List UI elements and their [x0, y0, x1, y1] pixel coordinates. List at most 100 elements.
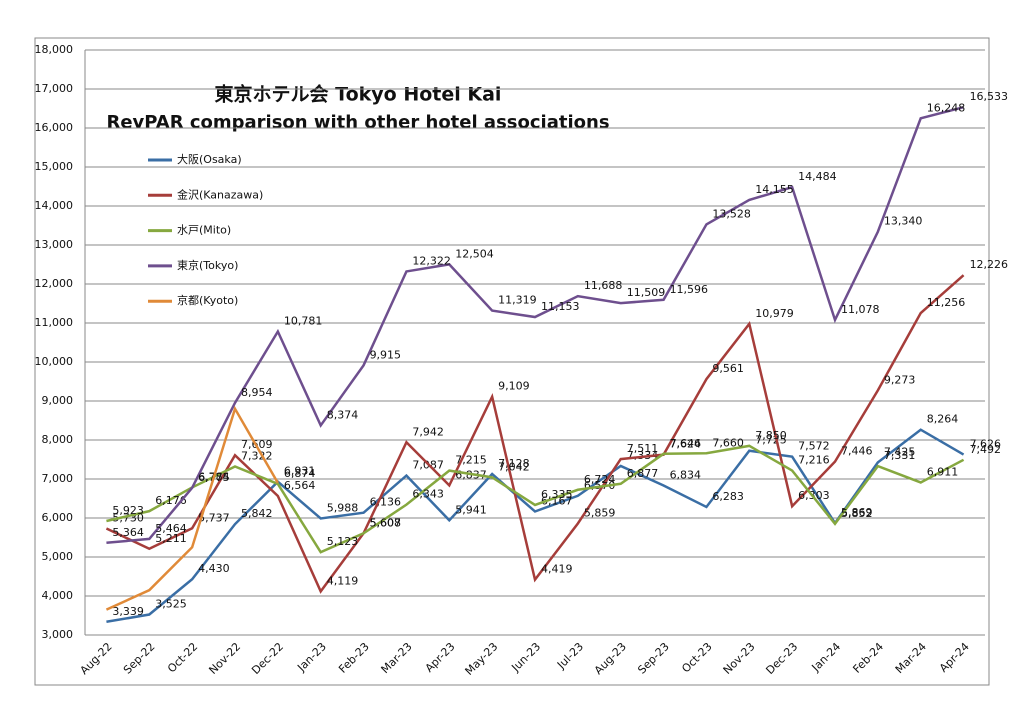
data-label: 9,109: [498, 380, 529, 393]
series-line: [106, 106, 964, 545]
data-label: 9,915: [370, 348, 402, 361]
chart-title: 東京ホテル会 Tokyo Hotel Kai: [215, 83, 502, 106]
data-label: 3,339: [112, 605, 144, 618]
data-label: 5,737: [198, 511, 230, 524]
data-label: 5,364: [112, 526, 144, 539]
data-label: 5,852: [841, 507, 873, 520]
data-label: 14,484: [798, 170, 837, 183]
x-tick-label: Sep-22: [121, 640, 158, 677]
y-tick-label: 18,000: [35, 43, 74, 56]
data-label: 5,988: [327, 501, 359, 514]
data-label: 5,607: [370, 516, 402, 529]
x-tick-label: Aug-22: [78, 640, 115, 677]
data-label: 7,492: [970, 443, 1002, 456]
y-tick-label: 16,000: [35, 121, 74, 134]
y-tick-label: 15,000: [35, 160, 74, 173]
legend-label: 京都(Kyoto): [177, 293, 238, 307]
data-label: 6,834: [670, 468, 702, 481]
y-tick-label: 11,000: [35, 316, 74, 329]
data-label: 7,572: [798, 440, 830, 453]
data-label: 10,781: [284, 315, 323, 328]
data-label: 4,419: [541, 563, 573, 576]
data-label: 7,646: [670, 437, 702, 450]
y-tick-label: 7,000: [42, 472, 74, 485]
data-label: 6,724: [584, 473, 616, 486]
data-label: 6,167: [541, 494, 573, 507]
series-line: [106, 444, 965, 554]
x-tick-label: Apr-23: [423, 640, 458, 675]
y-tick-label: 3,000: [42, 628, 74, 641]
data-label: 5,211: [155, 532, 187, 545]
data-label: 4,119: [327, 574, 359, 587]
x-tick-label: Apr-24: [937, 640, 972, 675]
data-label: 7,446: [841, 445, 873, 458]
y-tick-label: 14,000: [35, 199, 74, 212]
data-label: 5,859: [584, 506, 616, 519]
data-label: 8,374: [327, 408, 359, 421]
x-tick-label: Nov-22: [206, 640, 243, 677]
y-tick-label: 8,000: [42, 433, 74, 446]
data-label: 6,343: [412, 488, 444, 501]
legend-label: 金沢(Kanazawa): [177, 187, 263, 201]
data-label: 12,226: [970, 258, 1009, 271]
data-label: 7,215: [455, 454, 487, 467]
y-tick-label: 5,000: [42, 550, 74, 563]
y-tick-label: 9,000: [42, 394, 74, 407]
data-label: 6,564: [284, 479, 316, 492]
data-label: 11,153: [541, 300, 580, 313]
series-line: [105, 274, 965, 594]
data-label: 16,533: [970, 90, 1009, 103]
data-label: 5,923: [112, 504, 144, 517]
data-label: 11,078: [841, 303, 880, 316]
data-label: 7,042: [498, 460, 529, 473]
x-tick-label: Jan-23: [294, 640, 329, 675]
data-label: 7,626: [970, 438, 1002, 451]
data-label: 16,248: [927, 101, 966, 114]
data-label: 6,877: [627, 467, 659, 480]
x-tick-label: Nov-23: [721, 640, 758, 677]
data-label: 10,979: [755, 307, 794, 320]
data-label: 11,509: [627, 286, 666, 299]
data-label: 7,322: [241, 449, 273, 462]
data-label: 5,941: [455, 503, 487, 516]
x-tick-label: Mar-23: [379, 640, 415, 676]
x-tick-label: May-23: [463, 640, 501, 678]
y-tick-label: 6,000: [42, 511, 74, 524]
legend-label: 水戸(Mito): [177, 224, 231, 237]
data-label: 6,874: [284, 467, 316, 480]
legend-label: 大阪(Osaka): [177, 152, 242, 166]
chart-subtitle: RevPAR comparison with other hotel assoc…: [106, 112, 609, 133]
data-label: 5,869: [841, 506, 873, 519]
x-tick-label: Jan-24: [809, 640, 844, 675]
x-tick-label: Oct-23: [679, 640, 714, 675]
x-tick-label: Feb-23: [336, 640, 372, 676]
data-label: 11,688: [584, 279, 623, 292]
data-label: 7,511: [627, 442, 659, 455]
data-label: 9,561: [712, 362, 744, 375]
y-tick-label: 10,000: [35, 355, 74, 368]
x-tick-label: Jul-23: [554, 640, 586, 672]
data-label: 5,608: [370, 516, 402, 529]
data-label: 7,624: [670, 438, 702, 451]
chart-border: [34, 37, 990, 686]
data-label: 3,525: [155, 598, 187, 611]
data-label: 7,942: [412, 425, 444, 438]
x-tick-label: Jun-23: [508, 640, 543, 675]
data-label: 5,842: [241, 507, 273, 520]
data-label: 13,528: [712, 207, 751, 220]
data-label: 14,155: [755, 183, 794, 196]
x-tick-label: Aug-23: [592, 640, 629, 677]
data-label: 11,596: [670, 283, 709, 296]
data-label: 7,331: [884, 449, 916, 462]
data-label: 12,322: [412, 254, 451, 267]
x-tick-label: Dec-23: [763, 640, 800, 677]
series-line: [105, 405, 279, 611]
data-label: 8,954: [241, 386, 273, 399]
data-label: 6,911: [927, 465, 959, 478]
data-label: 9,273: [884, 373, 916, 386]
data-label: 5,123: [327, 535, 359, 548]
data-label: 5,464: [155, 522, 187, 535]
x-tick-label: Oct-22: [165, 640, 200, 675]
y-tick-label: 12,000: [35, 277, 74, 290]
